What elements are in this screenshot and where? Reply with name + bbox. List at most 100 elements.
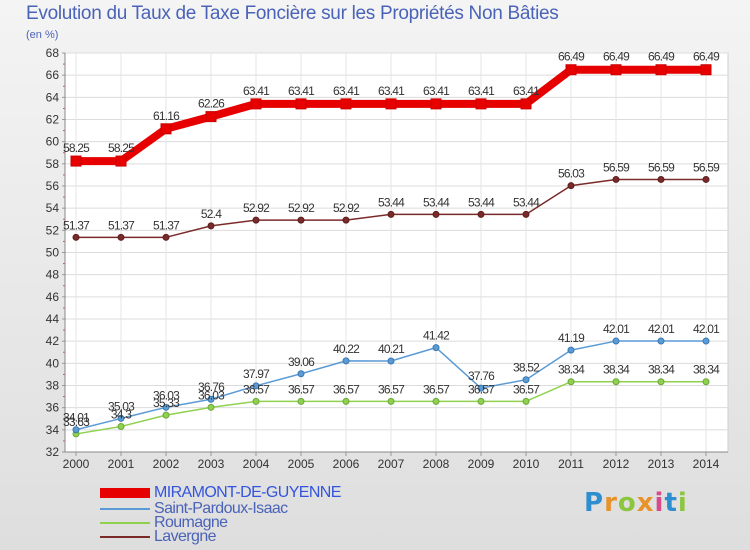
chart-title: Evolution du Taux de Taxe Foncière sur l… bbox=[26, 3, 559, 24]
data-label: 37.76 bbox=[468, 369, 495, 383]
data-label: 36.03 bbox=[153, 388, 180, 402]
data-point bbox=[522, 397, 530, 405]
data-point bbox=[522, 210, 530, 218]
line-chart: 32 34 36 38 40 42 44 46 48 50 52 54 56 58 60 62 64 66 68 20… bbox=[46, 46, 729, 470]
legend-item: MIRAMONT-DE-GUYENNE bbox=[100, 484, 341, 501]
x-tick-label: 2000 bbox=[63, 457, 90, 470]
data-point bbox=[477, 384, 485, 392]
data-label: 42.01 bbox=[648, 322, 675, 336]
data-point bbox=[612, 378, 620, 386]
data-point bbox=[115, 155, 127, 167]
data-point bbox=[475, 98, 487, 110]
data-point bbox=[477, 210, 485, 218]
data-label: 56.59 bbox=[648, 160, 675, 174]
data-label: 63.41 bbox=[333, 84, 360, 98]
data-label: 41.42 bbox=[423, 329, 450, 343]
data-label: 63.41 bbox=[423, 84, 450, 98]
data-point bbox=[340, 98, 352, 110]
data-label: 40.22 bbox=[333, 342, 360, 356]
x-tick-label: 2012 bbox=[603, 457, 630, 470]
data-label: 53.44 bbox=[468, 195, 495, 209]
data-point bbox=[70, 155, 82, 167]
data-point bbox=[612, 175, 620, 183]
legend-swatch bbox=[100, 488, 150, 498]
x-tick-label: 2008 bbox=[423, 457, 450, 470]
data-label: 63.41 bbox=[243, 84, 270, 98]
data-point bbox=[72, 233, 80, 241]
data-point bbox=[432, 344, 440, 352]
data-label: 38.34 bbox=[558, 363, 585, 377]
y-tick-label: 60 bbox=[46, 135, 60, 149]
data-label: 63.41 bbox=[288, 84, 315, 98]
data-point bbox=[567, 346, 575, 354]
data-label: 38.52 bbox=[513, 361, 540, 375]
data-label: 42.01 bbox=[693, 322, 720, 336]
data-point bbox=[252, 397, 260, 405]
x-tick-label: 2009 bbox=[468, 457, 495, 470]
y-tick-label: 44 bbox=[46, 312, 60, 326]
y-tick-label: 64 bbox=[46, 90, 60, 104]
data-point bbox=[385, 98, 397, 110]
y-tick-label: 36 bbox=[46, 401, 60, 415]
brand-letter: i bbox=[677, 488, 688, 518]
data-label: 41.19 bbox=[558, 331, 585, 345]
y-tick-label: 56 bbox=[46, 179, 60, 193]
data-point bbox=[117, 414, 125, 422]
data-label: 33.63 bbox=[63, 415, 90, 429]
data-label: 62.26 bbox=[198, 97, 225, 111]
legend-swatch bbox=[100, 522, 150, 524]
data-point bbox=[342, 397, 350, 405]
data-label: 40.21 bbox=[378, 342, 405, 356]
x-tick-label: 2005 bbox=[288, 457, 315, 470]
data-point bbox=[252, 216, 260, 224]
data-point bbox=[610, 64, 622, 76]
y-tick-label: 66 bbox=[46, 68, 60, 82]
brand-letter: o bbox=[617, 488, 637, 518]
data-label: 39.06 bbox=[288, 355, 315, 369]
data-label: 53.44 bbox=[513, 195, 540, 209]
data-point bbox=[117, 233, 125, 241]
data-point bbox=[207, 403, 215, 411]
brand-letter: x bbox=[636, 488, 655, 518]
data-point bbox=[657, 175, 665, 183]
data-label: 52.92 bbox=[243, 201, 270, 215]
data-point bbox=[295, 98, 307, 110]
legend-label: Lavergne bbox=[154, 528, 217, 545]
brand-letter: r bbox=[604, 488, 618, 518]
data-label: 56.03 bbox=[558, 167, 585, 181]
data-label: 42.01 bbox=[603, 322, 630, 336]
x-tick-label: 2013 bbox=[648, 457, 675, 470]
data-label: 38.34 bbox=[693, 363, 720, 377]
data-label: 34.3 bbox=[111, 408, 132, 422]
y-tick-label: 38 bbox=[46, 379, 60, 393]
data-point bbox=[250, 98, 262, 110]
data-label: 53.44 bbox=[423, 195, 450, 209]
data-point bbox=[207, 395, 215, 403]
x-tick-label: 2011 bbox=[558, 457, 584, 470]
data-point bbox=[162, 403, 170, 411]
brand-logo: Proxiti bbox=[584, 488, 688, 518]
y-tick-label: 40 bbox=[46, 356, 60, 370]
data-label: 52.92 bbox=[333, 201, 360, 215]
data-label: 58.25 bbox=[63, 141, 90, 155]
data-point bbox=[657, 378, 665, 386]
y-tick-label: 62 bbox=[46, 113, 60, 127]
chart-subtitle: (en %) bbox=[26, 29, 59, 41]
data-label: 36.57 bbox=[243, 382, 270, 396]
y-tick-label: 48 bbox=[46, 268, 60, 282]
data-point bbox=[477, 397, 485, 405]
legend-item: Saint-Pardoux-Isaac bbox=[100, 500, 288, 517]
data-point bbox=[342, 216, 350, 224]
y-tick-label: 54 bbox=[46, 201, 60, 215]
data-point bbox=[522, 376, 530, 384]
data-label: 63.41 bbox=[468, 84, 495, 98]
data-point bbox=[432, 397, 440, 405]
data-point bbox=[387, 210, 395, 218]
x-tick-label: 2002 bbox=[153, 457, 180, 470]
x-tick-label: 2007 bbox=[378, 457, 405, 470]
legend-item: Roumagne bbox=[100, 514, 228, 531]
data-label: 36.57 bbox=[333, 382, 360, 396]
data-label: 66.49 bbox=[558, 50, 585, 64]
legend-label: Saint-Pardoux-Isaac bbox=[154, 500, 288, 517]
data-point bbox=[657, 337, 665, 345]
